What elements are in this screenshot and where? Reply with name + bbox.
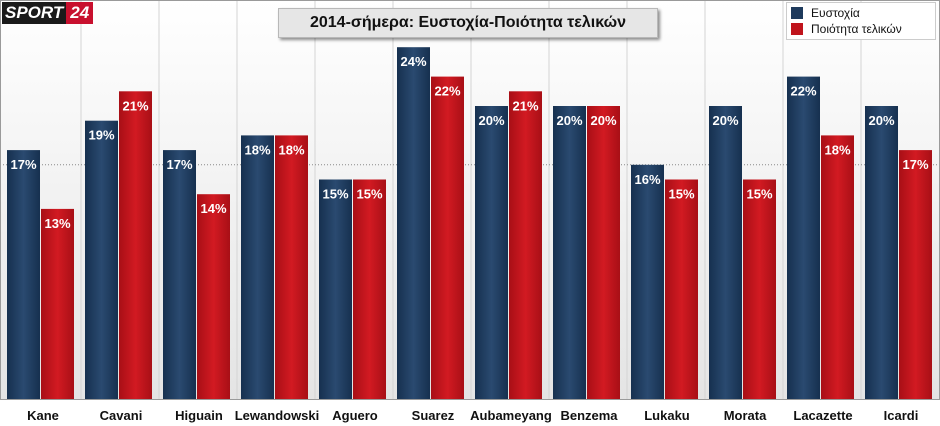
x-tick-label: Kane — [27, 408, 59, 423]
data-labels: 17% 13% 19% 21% 17% 14% 18% 18% 15% 15% 24% 22% 20% 2… — [10, 54, 928, 231]
bar-series2 — [197, 194, 230, 400]
bar-series1 — [241, 135, 274, 400]
bar-series2 — [119, 91, 152, 401]
x-tick-label: Aguero — [332, 408, 378, 423]
legend-swatch-series1 — [791, 7, 803, 19]
x-tick-label: Suarez — [412, 408, 455, 423]
legend-swatch-series2 — [791, 23, 803, 35]
data-label: 20% — [556, 113, 582, 128]
x-tick-label: Higuain — [175, 408, 223, 423]
x-tick-label: Cavani — [100, 408, 143, 423]
data-label: 14% — [200, 201, 226, 216]
bar-series2 — [275, 135, 308, 400]
data-label: 16% — [634, 172, 660, 187]
data-label: 13% — [44, 216, 70, 231]
bar-series2 — [821, 135, 854, 400]
bar-series2 — [431, 76, 464, 400]
bars — [7, 47, 932, 401]
data-label: 17% — [166, 157, 192, 172]
x-tick-label: Lacazette — [793, 408, 852, 423]
x-tick-labels: Kane Cavani Higuain Lewandowski Aguero Suarez… — [27, 408, 918, 423]
grid — [0, 0, 940, 400]
bar-series1 — [709, 106, 742, 400]
sport24-logo: SPORT 24 — [2, 2, 94, 24]
x-tick-label: Morata — [724, 408, 767, 423]
bar-series2 — [899, 150, 932, 400]
bar-series2 — [353, 179, 386, 400]
data-label: 22% — [790, 84, 816, 99]
data-label: 24% — [400, 54, 426, 69]
legend-label-series1: Ευστοχία — [811, 6, 860, 20]
bar-series2 — [587, 106, 620, 400]
bar-series2 — [41, 208, 74, 400]
data-label: 15% — [668, 187, 694, 202]
x-tick-label: Lewandowski — [235, 408, 320, 423]
data-label: 15% — [322, 187, 348, 202]
data-label: 20% — [868, 113, 894, 128]
x-tick-label: Icardi — [884, 408, 919, 423]
bar-series1 — [163, 150, 196, 400]
data-label: 22% — [434, 84, 460, 99]
bar-series2 — [509, 91, 542, 401]
bar-series1 — [85, 120, 118, 400]
bar-series1 — [631, 164, 664, 400]
logo-word: SPORT — [2, 2, 67, 24]
bar-series1 — [865, 106, 898, 400]
x-tick-label: Benzema — [560, 408, 618, 423]
data-label: 21% — [512, 98, 538, 113]
data-label: 20% — [478, 113, 504, 128]
data-label: 19% — [88, 128, 114, 143]
legend-item-series2: Ποιότητα τελικών — [791, 22, 902, 36]
x-tick-label: Aubameyang — [470, 408, 552, 423]
data-label: 20% — [590, 113, 616, 128]
bar-series1 — [475, 106, 508, 400]
bar-series2 — [665, 179, 698, 400]
x-tick-label: Lukaku — [644, 408, 690, 423]
data-label: 18% — [278, 142, 304, 157]
data-label: 17% — [10, 157, 36, 172]
bar-series1 — [553, 106, 586, 400]
logo-number: 24 — [66, 2, 94, 24]
bar-series1 — [7, 150, 40, 400]
data-label: 18% — [824, 142, 850, 157]
legend-label-series2: Ποιότητα τελικών — [811, 22, 902, 36]
legend: Ευστοχία Ποιότητα τελικών — [786, 2, 936, 40]
bar-series1 — [787, 76, 820, 400]
legend-item-series1: Ευστοχία — [791, 6, 860, 20]
bar-series2 — [743, 179, 776, 400]
bar-series1 — [397, 47, 430, 400]
bar-series1 — [319, 179, 352, 400]
data-label: 15% — [746, 187, 772, 202]
data-label: 18% — [244, 142, 270, 157]
data-label: 17% — [902, 157, 928, 172]
data-label: 15% — [356, 187, 382, 202]
data-label: 20% — [712, 113, 738, 128]
data-label: 21% — [122, 98, 148, 113]
chart-title: 2014-σήμερα: Ευστοχία-Ποιότητα τελικών — [278, 8, 658, 38]
